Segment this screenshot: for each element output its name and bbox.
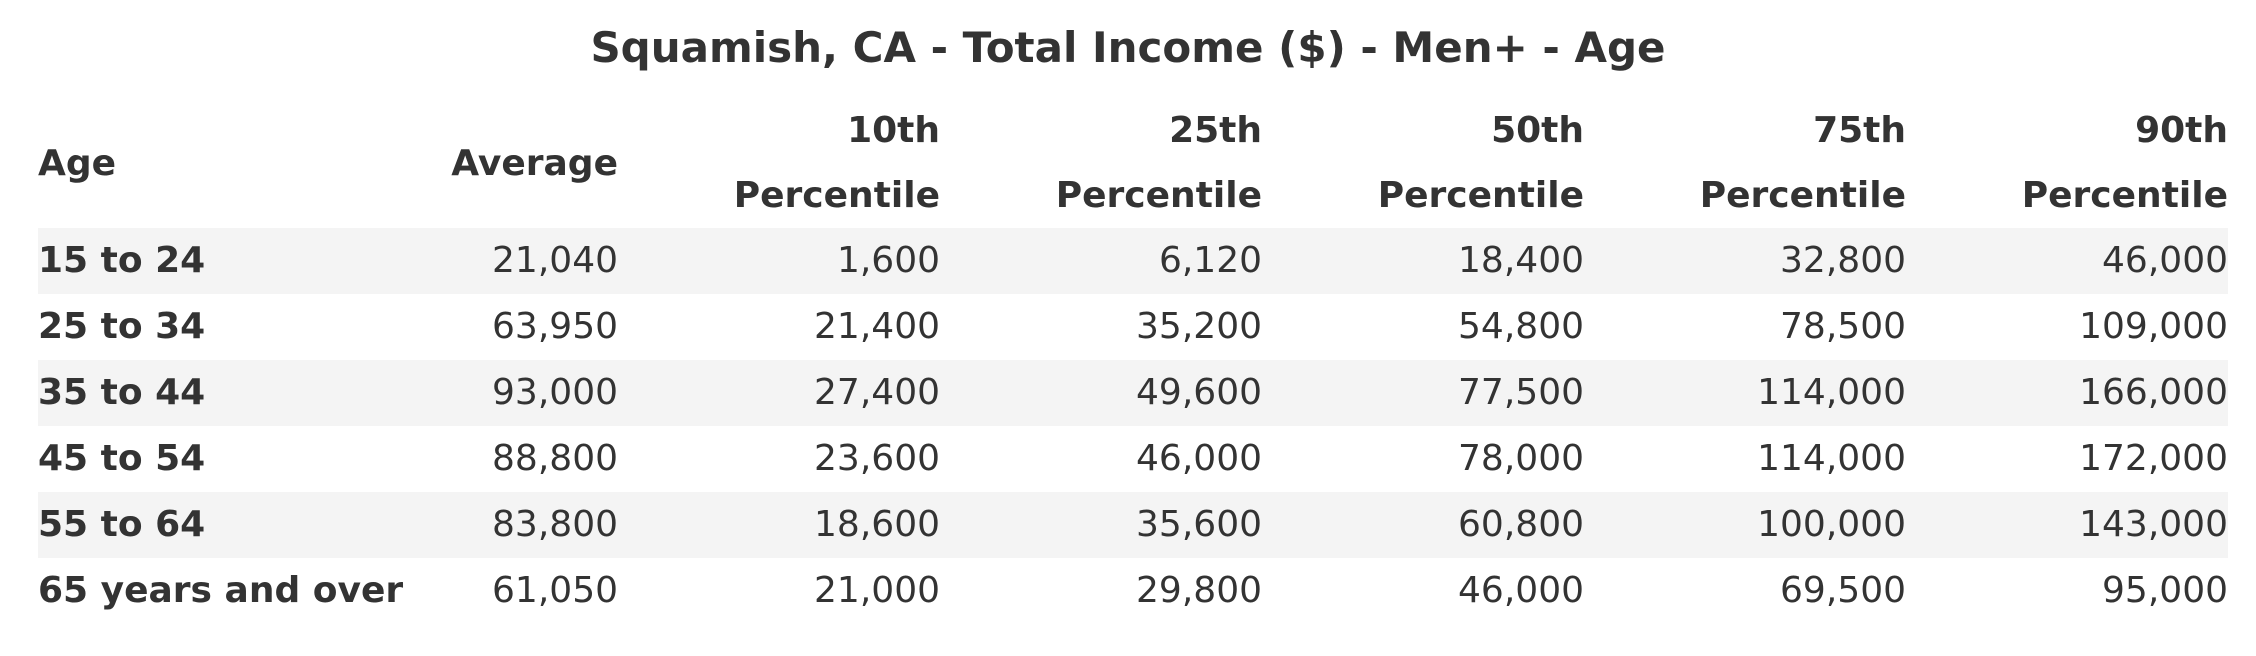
- value-cell-p90: 143,000: [1906, 492, 2228, 558]
- value-cell-p75: 32,800: [1584, 228, 1906, 294]
- column-header-p25-line1: 25th: [1169, 110, 1262, 151]
- value-cell-p50: 77,500: [1262, 360, 1584, 426]
- column-header-p90-line2: Percentile: [2021, 175, 2228, 216]
- value-cell-p50: 60,800: [1262, 492, 1584, 558]
- value-cell-p90: 172,000: [2079, 438, 2228, 479]
- value-cell-p10: 23,600: [814, 438, 940, 479]
- age-group-cell: 45 to 54: [38, 438, 206, 479]
- table-row: 45 to 54 88,800 23,600 46,000 78,000 114,000 1…: [38, 426, 2228, 492]
- column-header-p50-line1: 50th: [1491, 110, 1584, 151]
- column-header-p75-line1: 75th: [1813, 110, 1906, 151]
- table-row: 35 to 44 93,000 27,400 49,600 77,500 114,000 1…: [38, 360, 2228, 426]
- value-cell-p75: 114,000: [1584, 360, 1906, 426]
- value-cell-average: 83,800: [398, 492, 618, 558]
- value-cell-p10: 18,600: [618, 492, 940, 558]
- value-cell-p25: 29,800: [1136, 570, 1262, 611]
- value-cell-p90: 46,000: [1906, 228, 2228, 294]
- age-group-cell: 15 to 24: [38, 228, 398, 294]
- value-cell-average: 61,050: [492, 570, 618, 611]
- value-cell-p50: 78,000: [1458, 438, 1584, 479]
- value-cell-p10: 27,400: [618, 360, 940, 426]
- value-cell-p50: 54,800: [1458, 306, 1584, 347]
- table-row: 65 years and over 61,050 21,000 29,800 46,00…: [38, 558, 2228, 624]
- value-cell-p75: 69,500: [1780, 570, 1906, 611]
- income-table: Age Average 10th Percentile 25th Percentile 50…: [38, 98, 2228, 624]
- column-header-p10: 10th Percentile: [618, 98, 940, 228]
- value-cell-p50: 46,000: [1458, 570, 1584, 611]
- value-cell-p25: 6,120: [940, 228, 1262, 294]
- table-row: 25 to 34 63,950 21,400 35,200 54,800 78,500 10…: [38, 294, 2228, 360]
- column-header-age-line1: Age: [38, 142, 117, 184]
- column-header-age: Age: [38, 98, 398, 228]
- value-cell-p25: 35,600: [940, 492, 1262, 558]
- value-cell-p10: 1,600: [618, 228, 940, 294]
- column-header-p10-line2: Percentile: [733, 175, 940, 216]
- age-group-cell: 25 to 34: [38, 306, 206, 347]
- value-cell-p25: 35,200: [1136, 306, 1262, 347]
- value-cell-p10: 21,000: [814, 570, 940, 611]
- value-cell-p50: 18,400: [1262, 228, 1584, 294]
- value-cell-p75: 78,500: [1780, 306, 1906, 347]
- value-cell-p75: 100,000: [1584, 492, 1906, 558]
- column-header-p25: 25th Percentile: [940, 98, 1262, 228]
- column-header-p90: 90th Percentile: [1906, 98, 2228, 228]
- value-cell-average: 63,950: [492, 306, 618, 347]
- value-cell-p75: 114,000: [1757, 438, 1906, 479]
- table-row: 15 to 24 21,040 1,600 6,120 18,400 32,800 46,0…: [38, 228, 2228, 294]
- table-body: 15 to 24 21,040 1,600 6,120 18,400 32,800 46,0…: [38, 228, 2228, 624]
- column-header-average: Average: [398, 98, 618, 228]
- value-cell-p90: 95,000: [2102, 570, 2228, 611]
- column-header-p10-line1: 10th: [847, 110, 940, 151]
- value-cell-p10: 21,400: [814, 306, 940, 347]
- column-header-p90-line1: 90th: [2135, 110, 2228, 151]
- value-cell-average: 88,800: [492, 438, 618, 479]
- column-header-average-line1: Average: [451, 142, 618, 184]
- age-group-cell: 55 to 64: [38, 492, 398, 558]
- value-cell-p25: 49,600: [940, 360, 1262, 426]
- table-title: Squamish, CA - Total Income ($) - Men+ -…: [590, 23, 1666, 72]
- column-header-p25-line2: Percentile: [1055, 175, 1262, 216]
- value-cell-p25: 46,000: [1136, 438, 1262, 479]
- value-cell-p90: 109,000: [2079, 306, 2228, 347]
- table-header: Age Average 10th Percentile 25th Percentile 50…: [38, 98, 2228, 228]
- value-cell-average: 21,040: [398, 228, 618, 294]
- table-row: 55 to 64 83,800 18,600 35,600 60,800 100,000 1…: [38, 492, 2228, 558]
- age-group-cell: 35 to 44: [38, 360, 398, 426]
- column-header-p75-line2: Percentile: [1699, 175, 1906, 216]
- header-row: Age Average 10th Percentile 25th Percentile 50…: [38, 98, 2228, 228]
- column-header-p50: 50th Percentile: [1262, 98, 1584, 228]
- column-header-p75: 75th Percentile: [1584, 98, 1906, 228]
- value-cell-average: 93,000: [398, 360, 618, 426]
- age-group-cell: 65 years and over: [38, 570, 404, 611]
- value-cell-p90: 166,000: [1906, 360, 2228, 426]
- column-header-p50-line2: Percentile: [1377, 175, 1584, 216]
